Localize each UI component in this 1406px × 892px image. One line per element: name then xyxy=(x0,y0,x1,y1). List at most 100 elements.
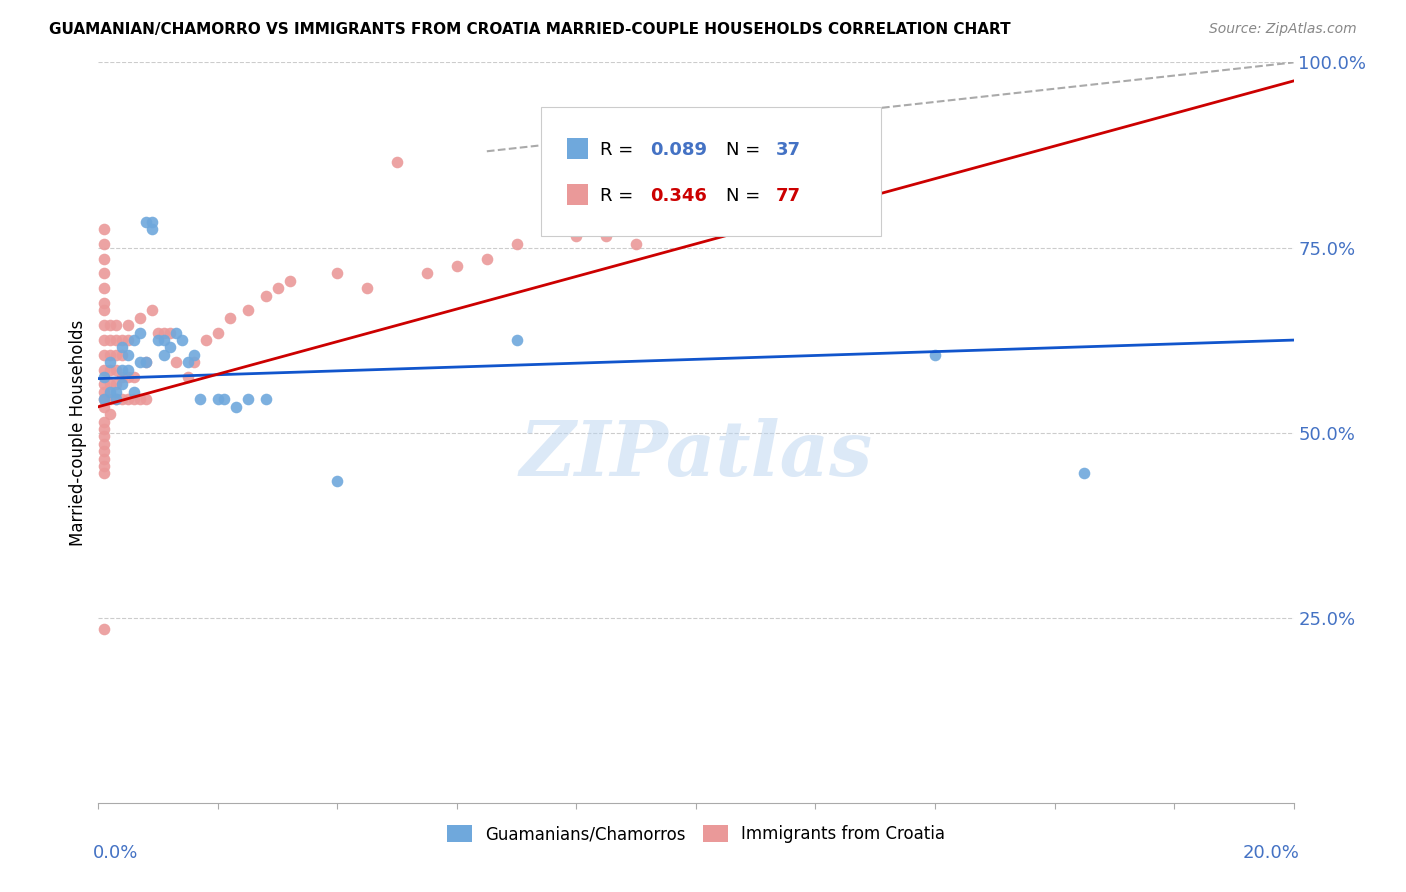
Point xyxy=(135,355,157,369)
Point xyxy=(626,236,648,251)
Point xyxy=(159,341,181,355)
Text: 77: 77 xyxy=(776,186,801,204)
Point xyxy=(129,310,152,325)
Point xyxy=(93,377,115,392)
Point xyxy=(148,326,170,340)
Point xyxy=(254,392,277,407)
Point xyxy=(135,392,157,407)
Point xyxy=(93,318,115,333)
Point xyxy=(141,303,163,318)
Point xyxy=(183,355,205,369)
Text: R =: R = xyxy=(600,186,640,204)
Point xyxy=(98,377,122,392)
Point xyxy=(148,333,170,347)
Point xyxy=(93,467,115,481)
Point xyxy=(98,362,122,376)
Point xyxy=(278,274,301,288)
Point xyxy=(93,236,115,251)
Point xyxy=(93,392,115,407)
Point xyxy=(105,333,128,347)
Point xyxy=(105,384,128,399)
Point xyxy=(105,392,128,407)
Point xyxy=(475,252,498,266)
Point xyxy=(135,355,157,369)
Point xyxy=(117,333,139,347)
Point xyxy=(172,333,194,347)
Point xyxy=(225,400,247,414)
Point xyxy=(105,392,128,407)
Point xyxy=(93,392,115,407)
Point xyxy=(105,348,128,362)
Point xyxy=(111,362,134,376)
Point xyxy=(129,326,152,340)
Point xyxy=(93,444,115,458)
Point xyxy=(93,267,115,281)
Point xyxy=(111,392,134,407)
Point xyxy=(159,326,181,340)
FancyBboxPatch shape xyxy=(541,107,882,236)
Point xyxy=(93,622,115,636)
Point xyxy=(93,252,115,266)
Point xyxy=(105,362,128,376)
Point xyxy=(129,392,152,407)
Text: N =: N = xyxy=(725,186,766,204)
Point xyxy=(93,458,115,473)
Text: GUAMANIAN/CHAMORRO VS IMMIGRANTS FROM CROATIA MARRIED-COUPLE HOUSEHOLDS CORRELAT: GUAMANIAN/CHAMORRO VS IMMIGRANTS FROM CR… xyxy=(49,22,1011,37)
Point xyxy=(207,392,229,407)
Point xyxy=(98,407,122,421)
Point xyxy=(93,333,115,347)
Point xyxy=(385,155,409,169)
Point xyxy=(111,377,134,392)
Point xyxy=(188,392,211,407)
Legend: Guamanians/Chamorros, Immigrants from Croatia: Guamanians/Chamorros, Immigrants from Cr… xyxy=(440,819,952,850)
Point xyxy=(98,333,122,347)
Text: 0.089: 0.089 xyxy=(651,141,707,159)
Point xyxy=(141,214,163,228)
Point xyxy=(595,229,617,244)
Point xyxy=(93,400,115,414)
Point xyxy=(219,310,242,325)
Point xyxy=(506,333,529,347)
Point xyxy=(93,303,115,318)
Point xyxy=(236,303,259,318)
Point xyxy=(212,392,235,407)
Point xyxy=(326,474,349,488)
Point xyxy=(326,267,349,281)
Point xyxy=(446,259,468,273)
Point xyxy=(416,267,439,281)
Text: 0.346: 0.346 xyxy=(651,186,707,204)
Point xyxy=(195,333,218,347)
Point xyxy=(93,222,115,236)
Text: 0.0%: 0.0% xyxy=(93,844,138,862)
Point xyxy=(93,451,115,466)
Point xyxy=(177,355,200,369)
Bar xyxy=(567,184,589,204)
Point xyxy=(267,281,290,295)
Point xyxy=(153,333,176,347)
Text: 37: 37 xyxy=(776,141,801,159)
Text: ZIPatlas: ZIPatlas xyxy=(519,417,873,491)
Point xyxy=(124,370,146,384)
Point xyxy=(183,348,205,362)
Point xyxy=(506,236,529,251)
Point xyxy=(98,318,122,333)
Point xyxy=(135,214,157,228)
Point xyxy=(93,415,115,429)
Point xyxy=(177,370,200,384)
Point xyxy=(124,392,146,407)
Point xyxy=(117,318,139,333)
Point xyxy=(93,296,115,310)
Point xyxy=(105,377,128,392)
Point xyxy=(117,362,139,376)
Point xyxy=(117,348,139,362)
Point xyxy=(93,370,115,384)
Point xyxy=(93,422,115,436)
Point xyxy=(93,281,115,295)
Text: 20.0%: 20.0% xyxy=(1243,844,1299,862)
Point xyxy=(98,355,122,369)
Point xyxy=(236,392,259,407)
Point xyxy=(153,326,176,340)
Point xyxy=(207,326,229,340)
Point xyxy=(98,348,122,362)
Point xyxy=(111,333,134,347)
